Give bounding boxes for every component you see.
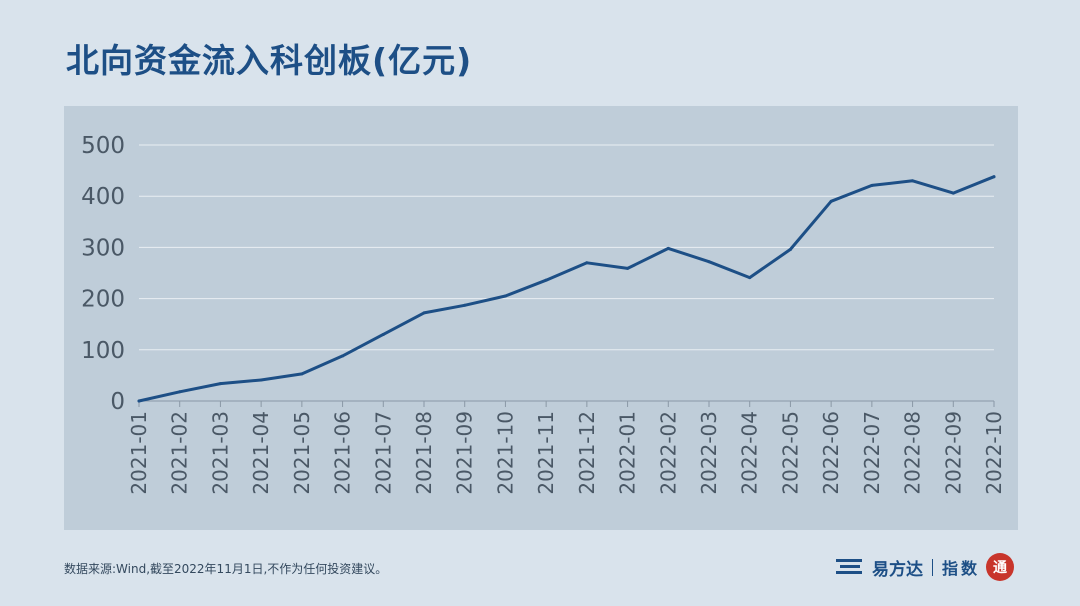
data-point [503, 294, 507, 298]
x-tick-label: 2022-05 [778, 411, 802, 495]
data-point [544, 278, 548, 282]
chart-panel [64, 106, 1018, 530]
data-point [422, 311, 426, 315]
x-tick-label: 2021-01 [127, 411, 151, 495]
x-tick-label: 2021-08 [412, 411, 436, 495]
brand-name: 易方达 [872, 559, 923, 580]
x-tick-label: 2021-10 [493, 411, 517, 495]
brand-divider [932, 558, 933, 576]
data-point [341, 354, 345, 358]
data-point [381, 332, 385, 336]
grid-lines [139, 144, 994, 351]
y-tick-label: 400 [81, 184, 125, 210]
axes [138, 400, 995, 407]
brand-logo-icon [836, 558, 866, 576]
x-tick-label: 2022-02 [656, 411, 680, 495]
source-note: 数据来源:Wind,截至2022年11月1日,不作为任何投资建议。 [64, 562, 388, 576]
x-tick-label: 2021-11 [534, 411, 558, 495]
x-tick-label: 2022-08 [901, 411, 925, 495]
data-point [463, 303, 467, 307]
seal-icon: 通 [986, 553, 1015, 581]
data-point [911, 179, 915, 183]
x-tick-label: 2021-09 [453, 411, 477, 495]
y-tick-label: 500 [81, 133, 125, 159]
y-tick-label: 200 [81, 287, 125, 313]
data-point [218, 382, 222, 386]
y-tick-labels: 0 100 200 300 400 500 [81, 133, 125, 415]
brand-subtitle: 指数 [942, 559, 981, 578]
chart-title: 北向资金流入科创板(亿元) [66, 41, 473, 80]
data-point [137, 399, 141, 403]
series-layer [137, 175, 996, 403]
data-point [870, 183, 874, 187]
x-tick-label: 2022-03 [697, 411, 721, 495]
y-tick-label: 300 [81, 235, 125, 261]
data-point [707, 260, 711, 264]
x-tick-label: 2021-04 [249, 411, 273, 495]
y-tick-label: 100 [81, 338, 125, 364]
x-tick-label: 2021-05 [290, 411, 314, 495]
x-tick-label: 2021-12 [575, 411, 599, 495]
data-point [829, 199, 833, 203]
x-tick-label: 2022-09 [941, 411, 965, 495]
x-tick-labels: 2021-01 2021-02 2021-03 2021-04 2021-05 2021-… [127, 411, 1006, 495]
x-tick-label: 2022-01 [616, 411, 640, 495]
data-point [748, 276, 752, 280]
data-point [300, 372, 304, 376]
x-tick-label: 2021-02 [168, 411, 192, 495]
x-tick-label: 2021-07 [371, 411, 395, 495]
x-tick-label: 2021-06 [331, 411, 355, 495]
data-point [666, 246, 670, 250]
brand-block: 易方达 指数 通 [836, 552, 1015, 582]
data-point [951, 191, 955, 195]
data-point [178, 390, 182, 394]
x-tick-label: 2022-10 [982, 411, 1006, 495]
data-point [626, 266, 630, 270]
data-point [259, 378, 263, 382]
x-tick-label: 2021-03 [208, 411, 232, 495]
series-line [137, 175, 996, 403]
y-tick-label: 0 [110, 389, 125, 415]
x-tick-label: 2022-04 [738, 411, 762, 495]
x-tick-label: 2022-07 [860, 411, 884, 495]
data-point [992, 175, 996, 179]
x-tick-label: 2022-06 [819, 411, 843, 495]
data-point [788, 247, 792, 251]
data-point [585, 261, 589, 265]
